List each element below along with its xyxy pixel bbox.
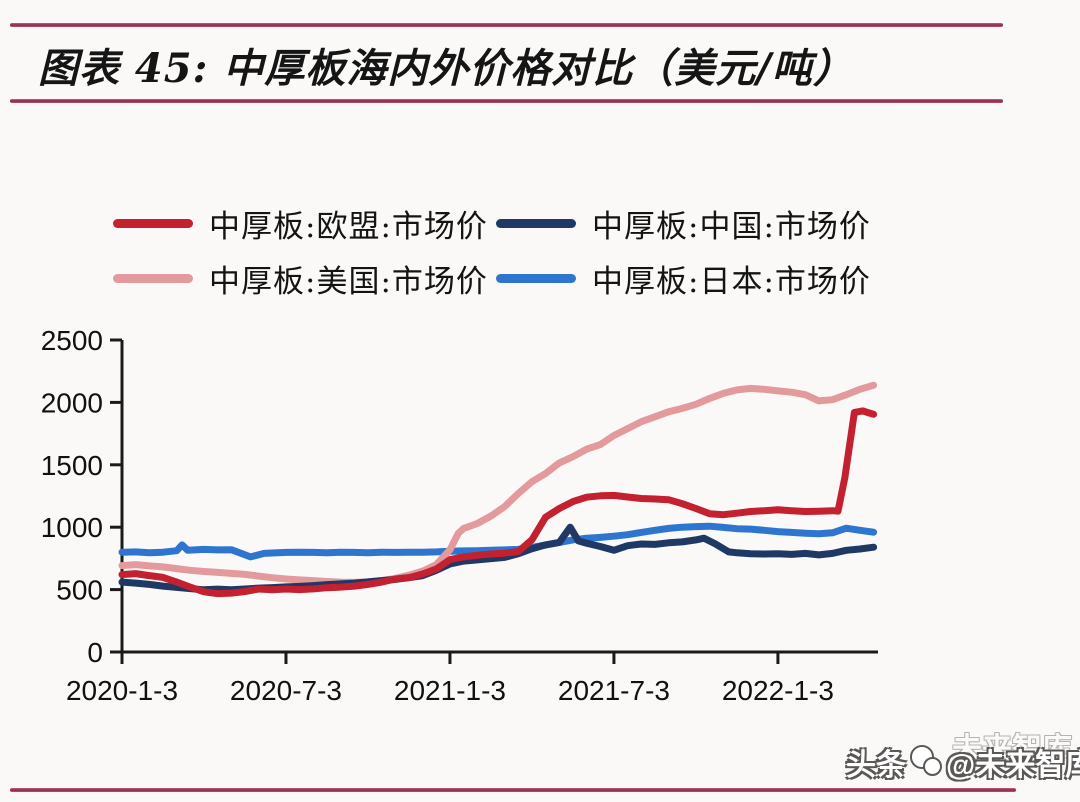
legend-label: 中厚板:中国:市场价 — [592, 209, 871, 245]
watermark-handle: @未来智库 — [946, 749, 1080, 782]
x-tick-label: 2021-1-3 — [394, 675, 506, 706]
chart-legend: 中厚板:欧盟:市场价 中厚板:中国:市场价 中厚板:美国:市场价 中厚板:日本:… — [113, 196, 879, 306]
series-line — [118, 407, 878, 598]
x-tick-label: 2020-1-3 — [66, 675, 178, 706]
x-tick-label: 2022-1-3 — [722, 675, 834, 706]
legend-label: 中厚板:日本:市场价 — [592, 264, 871, 300]
legend-swatch-japan — [496, 274, 576, 283]
y-tick-label: 1000 — [41, 512, 103, 543]
legend-item-us: 中厚板:美国:市场价 — [113, 256, 496, 301]
y-tick-label: 0 — [87, 637, 103, 668]
watermark: 未来智库 头条 @未来智库 — [846, 724, 1080, 796]
legend-item-china: 中厚板:中国:市场价 — [496, 201, 879, 246]
legend-item-japan: 中厚板:日本:市场价 — [496, 256, 879, 301]
title-divider-line — [10, 99, 1003, 103]
y-tick-label: 500 — [56, 575, 103, 606]
x-tick-label: 2020-7-3 — [230, 675, 342, 706]
y-tick-label: 2500 — [41, 325, 103, 356]
price-comparison-line-chart: 0 500 1000 1500 2000 2500 2020-1-3 2020-7-3 2021… — [41, 325, 878, 706]
legend-label: 中厚板:欧盟:市场价 — [209, 209, 488, 245]
legend-swatch-us — [113, 274, 193, 283]
series-line — [118, 523, 878, 594]
x-tick-label: 2021-7-3 — [558, 675, 670, 706]
legend-item-eu: 中厚板:欧盟:市场价 — [113, 201, 496, 246]
legend-row: 中厚板:美国:市场价 中厚板:日本:市场价 — [113, 251, 879, 306]
series-line — [118, 381, 878, 586]
bottom-divider-line — [10, 788, 1016, 792]
legend-swatch-eu — [113, 219, 193, 228]
chart-title: 图表 45: 中厚板海内外价格对比（美元/吨） — [38, 45, 854, 92]
y-tick-label: 2000 — [41, 387, 103, 418]
legend-swatch-china — [496, 219, 576, 228]
watermark-ghost-text: 未来智库 — [952, 733, 1072, 766]
legend-row: 中厚板:欧盟:市场价 中厚板:中国:市场价 — [113, 196, 879, 251]
watermark-main: 头条 @未来智库 — [846, 740, 1080, 784]
top-divider-line — [10, 23, 1003, 27]
watermark-prefix: 头条 — [846, 749, 906, 782]
legend-label: 中厚板:美国:市场价 — [209, 264, 488, 300]
toutiao-bird-icon — [908, 745, 944, 779]
y-tick-label: 1500 — [41, 450, 103, 481]
